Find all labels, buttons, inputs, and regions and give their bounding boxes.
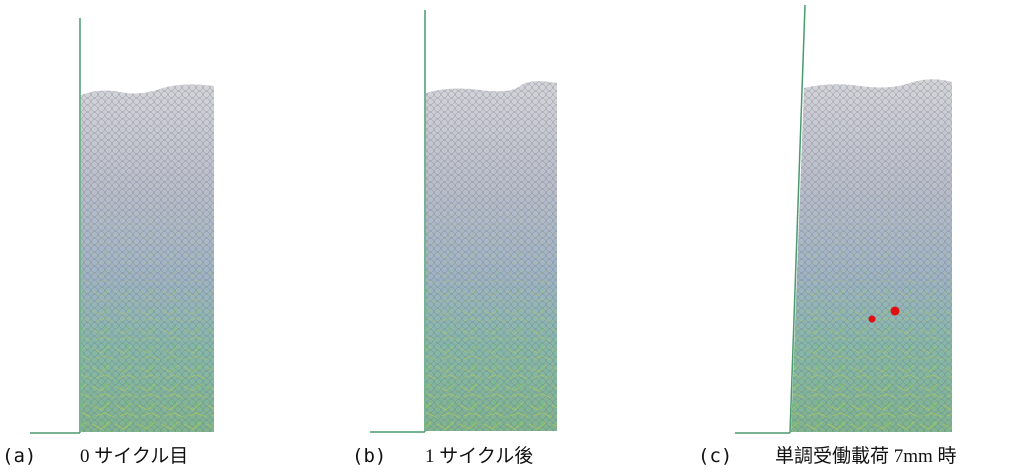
- high-force: [869, 316, 876, 323]
- panel-a: [30, 18, 214, 433]
- force-chains: [81, 85, 214, 432]
- force-chains: [426, 81, 557, 431]
- panel-b: [370, 10, 557, 432]
- high-force: [891, 307, 900, 316]
- panel-label: (c): [698, 445, 732, 467]
- figure: (a) 0 サイクル目 (b) 1 サイクル後 (c) 単調受働載荷 7mm 時: [0, 0, 1012, 475]
- panel-label: (a): [2, 445, 36, 467]
- page: {"panels": [ {"label": "(a)", "caption":…: [0, 0, 1012, 475]
- force-chains: [791, 79, 952, 432]
- panel-caption: 0 サイクル目: [80, 445, 188, 467]
- panel-label: (b): [352, 445, 386, 467]
- panel-caption: 1 サイクル後: [425, 445, 533, 467]
- panel-caption: 単調受働載荷 7mm 時: [775, 445, 957, 467]
- panel-c: [735, 5, 952, 433]
